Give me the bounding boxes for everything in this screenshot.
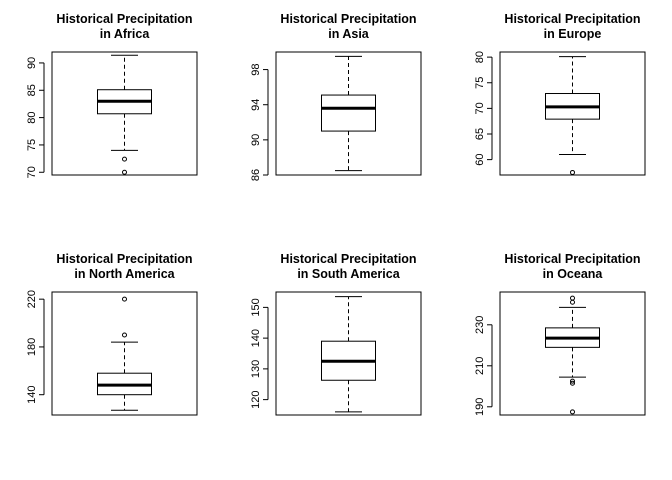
y-tick-label: 90: [250, 134, 262, 146]
plot-frame: [275, 51, 422, 176]
chart-title: Historical Precipitation in Europe: [504, 12, 640, 41]
chart-title-line: in Asia: [328, 27, 370, 41]
outlier-point: [570, 380, 575, 386]
y-tick-label: 94: [250, 99, 262, 111]
chart-title-line: in Europe: [544, 27, 602, 41]
y-tick-label: 180: [26, 338, 38, 356]
y-tick-label: 86: [250, 169, 262, 181]
outlier-point: [570, 295, 575, 301]
chart-title-line: in Africa: [100, 27, 151, 41]
y-tick-label: 190: [474, 398, 486, 416]
plot-frame: [499, 291, 646, 416]
y-tick-label: 90: [26, 57, 38, 69]
outlier-point: [570, 169, 575, 175]
y-tick-label: 220: [26, 290, 38, 308]
chart-title-line: Historical Precipitation: [56, 12, 192, 26]
outlier-point: [570, 378, 575, 384]
chart-title: Historical Precipitation in South America: [280, 252, 416, 281]
y-tick-label: 130: [250, 360, 262, 378]
y-tick-label: 120: [250, 390, 262, 408]
chart-panel-0: Historical Precipitation in Africa 70 75 80 8…: [26, 12, 198, 178]
chart-title: Historical Precipitation in Oceana: [504, 252, 640, 281]
chart-panel-3: Historical Precipitation in North America…: [26, 252, 198, 416]
plot-frame: [499, 51, 646, 176]
y-tick-label: 80: [26, 111, 38, 123]
outlier-point: [122, 156, 127, 162]
chart-panel-2: Historical Precipitation in Europe 60 65 70 7…: [474, 12, 646, 176]
y-tick-label: 230: [474, 316, 486, 334]
plot-frame: [51, 291, 198, 416]
y-tick-label: 98: [250, 63, 262, 75]
y-tick-label: 75: [26, 139, 38, 151]
y-tick-label: 75: [474, 77, 486, 89]
plot-frame: [51, 51, 198, 176]
plot-frame: [275, 291, 422, 416]
y-tick-label: 60: [474, 154, 486, 166]
y-tick-label: 150: [250, 298, 262, 316]
chart-title-line: in Oceana: [543, 267, 604, 281]
chart-title-line: in North America: [74, 267, 175, 281]
chart-title: Historical Precipitation in Africa: [56, 12, 192, 41]
chart-title-line: Historical Precipitation: [280, 252, 416, 266]
chart-title: Historical Precipitation in North America: [56, 252, 192, 281]
y-tick-label: 70: [474, 102, 486, 114]
outlier-point: [122, 332, 127, 338]
chart-title-line: Historical Precipitation: [504, 12, 640, 26]
y-tick-label: 80: [474, 51, 486, 63]
chart-panel-5: Historical Precipitation in Oceana 190 210 2…: [474, 252, 646, 416]
y-tick-label: 210: [474, 357, 486, 375]
y-tick-label: 140: [250, 329, 262, 347]
chart-title: Historical Precipitation in Asia: [280, 12, 416, 41]
chart-title-line: Historical Precipitation: [280, 12, 416, 26]
chart-panel-4: Historical Precipitation in South America…: [250, 252, 422, 416]
chart-title-line: Historical Precipitation: [56, 252, 192, 266]
y-tick-label: 140: [26, 386, 38, 404]
y-tick-label: 85: [26, 84, 38, 96]
chart-title-line: Historical Precipitation: [504, 252, 640, 266]
chart-title-line: in South America: [297, 267, 400, 281]
chart-panel-1: Historical Precipitation in Asia 86 90 94 98: [250, 12, 422, 181]
y-tick-label: 65: [474, 128, 486, 140]
y-tick-label: 70: [26, 166, 38, 178]
iqr-box: [321, 94, 376, 132]
outlier-point: [570, 299, 575, 305]
outlier-point: [570, 409, 575, 415]
outlier-point: [122, 169, 127, 175]
outlier-point: [122, 296, 127, 302]
